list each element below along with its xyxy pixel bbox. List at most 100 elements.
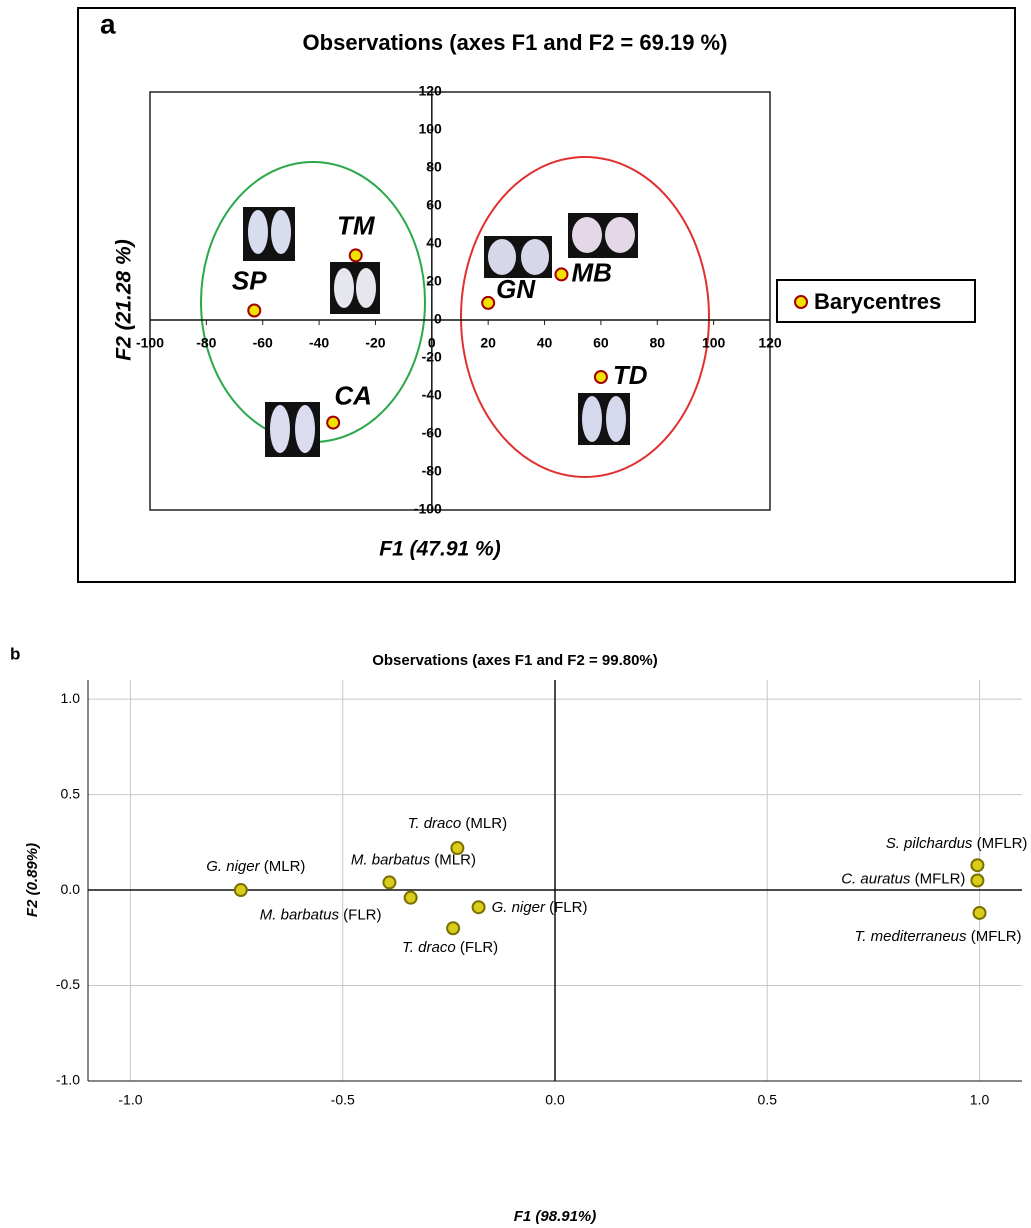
x-tick-label: -80 [196,335,216,351]
legend-label: Barycentres [814,289,941,314]
x-tick-label: 80 [649,335,665,351]
point-label: T. draco (MLR) [408,815,508,832]
x-tick-label: 100 [702,335,726,351]
point [971,859,983,871]
thumbnail-shape [572,217,602,253]
point-label: TD [613,360,648,390]
species-name: T. draco [408,815,462,832]
x-tick-label: -40 [309,335,329,351]
point [595,371,607,383]
point-label: M. barbatus (FLR) [260,907,382,924]
group-code: (FLR) [460,939,498,956]
point-label: S. pilchardus (MFLR) [886,835,1028,852]
thumbnail-shape [582,396,602,442]
y-tick-label: 60 [426,197,442,213]
panel-label: b [10,644,20,663]
cluster-ellipse [201,162,425,442]
legend-marker [795,296,807,308]
point [235,884,247,896]
x-tick-label: -100 [136,335,164,351]
point [350,249,362,261]
point [971,875,983,887]
y-tick-label: 0 [434,311,442,327]
x-tick-label: -1.0 [118,1092,142,1108]
x-tick-label: 40 [537,335,553,351]
point [327,417,339,429]
y-axis-label: F2 (21.28 %) [113,239,136,360]
y-axis-label: F2 (0.89%) [24,843,41,917]
point [248,305,260,317]
species-name: C. auratus [841,870,911,887]
group-code: (MFLR) [915,870,966,887]
thumbnail-shape [248,210,268,254]
x-tick-label: 120 [758,335,782,351]
point [447,922,459,934]
species-name: G. niger [492,899,546,916]
point [473,901,485,913]
point-label: CA [334,380,372,410]
species-name: S. pilchardus [886,835,973,852]
y-tick-label: 40 [426,235,442,251]
point-label: C. auratus (MFLR) [841,870,965,887]
y-tick-label: 120 [418,83,442,99]
x-tick-label: 0.5 [758,1092,778,1108]
x-tick-label: -0.5 [331,1092,355,1108]
species-name: M. barbatus [260,907,340,924]
point-label: SP [232,265,267,295]
x-tick-label: 1.0 [970,1092,990,1108]
y-tick-label: -0.5 [56,976,80,992]
y-tick-label: 100 [418,121,442,137]
point-label: MB [571,257,611,287]
x-tick-label: 20 [480,335,496,351]
plot-frame [150,92,770,510]
species-name: T. draco [402,939,456,956]
species-name: T. mediterraneus [855,928,968,945]
thumbnail-shape [606,396,626,442]
group-code: (MLR) [465,815,507,832]
species-name: G. niger [206,858,260,875]
thumbnail-shape [356,268,376,308]
group-code: (FLR) [549,899,587,916]
point [451,842,463,854]
y-tick-label: 20 [426,273,442,289]
point-label: T. draco (FLR) [402,939,498,956]
thumbnail-shape [521,239,549,275]
x-tick-label: 60 [593,335,609,351]
species-name: M. barbatus [351,851,431,868]
point-label: T. mediterraneus (MFLR) [855,928,1022,945]
chart-title: Observations (axes F1 and F2 = 99.80%) [372,652,658,669]
chart-title: Observations (axes F1 and F2 = 69.19 %) [303,30,728,55]
panel-label: a [100,8,116,39]
point [974,907,986,919]
figure: a Observations (axes F1 and F2 = 69.19 %)… [0,0,1031,1228]
x-tick-label: -60 [253,335,273,351]
thumbnail-shape [605,217,635,253]
y-tick-label: 1.0 [61,690,81,706]
point-label: TM [337,210,376,240]
point-label: G. niger (FLR) [492,899,588,916]
x-tick-label: -20 [365,335,385,351]
x-axis-label: F1 (47.91 %) [379,538,500,561]
thumbnail-shape [334,268,354,308]
point-label: GN [496,274,536,304]
chart-panel: b Observations (axes F1 and F2 = 99.80%) F… [10,644,1027,1224]
thumbnail-shape [488,239,516,275]
y-tick-label: 0.0 [61,881,81,897]
thumbnail-shape [270,405,290,453]
group-code: (MLR) [264,858,306,875]
point [482,297,494,309]
group-code: (FLR) [343,907,381,924]
y-tick-label: 80 [426,159,442,175]
point-label: G. niger (MLR) [206,858,305,875]
y-tick-label: -1.0 [56,1072,80,1088]
thumbnail-shape [271,210,291,254]
thumbnail-shape [295,405,315,453]
y-tick-label: 0.5 [61,785,81,801]
group-code: (MFLR) [971,928,1022,945]
point [383,876,395,888]
group-code: (MFLR) [977,835,1028,852]
point [555,268,567,280]
x-axis-label: F1 (98.91%) [514,1208,597,1225]
y-tick-label: -100 [414,501,442,517]
x-tick-label: 0.0 [545,1092,565,1108]
